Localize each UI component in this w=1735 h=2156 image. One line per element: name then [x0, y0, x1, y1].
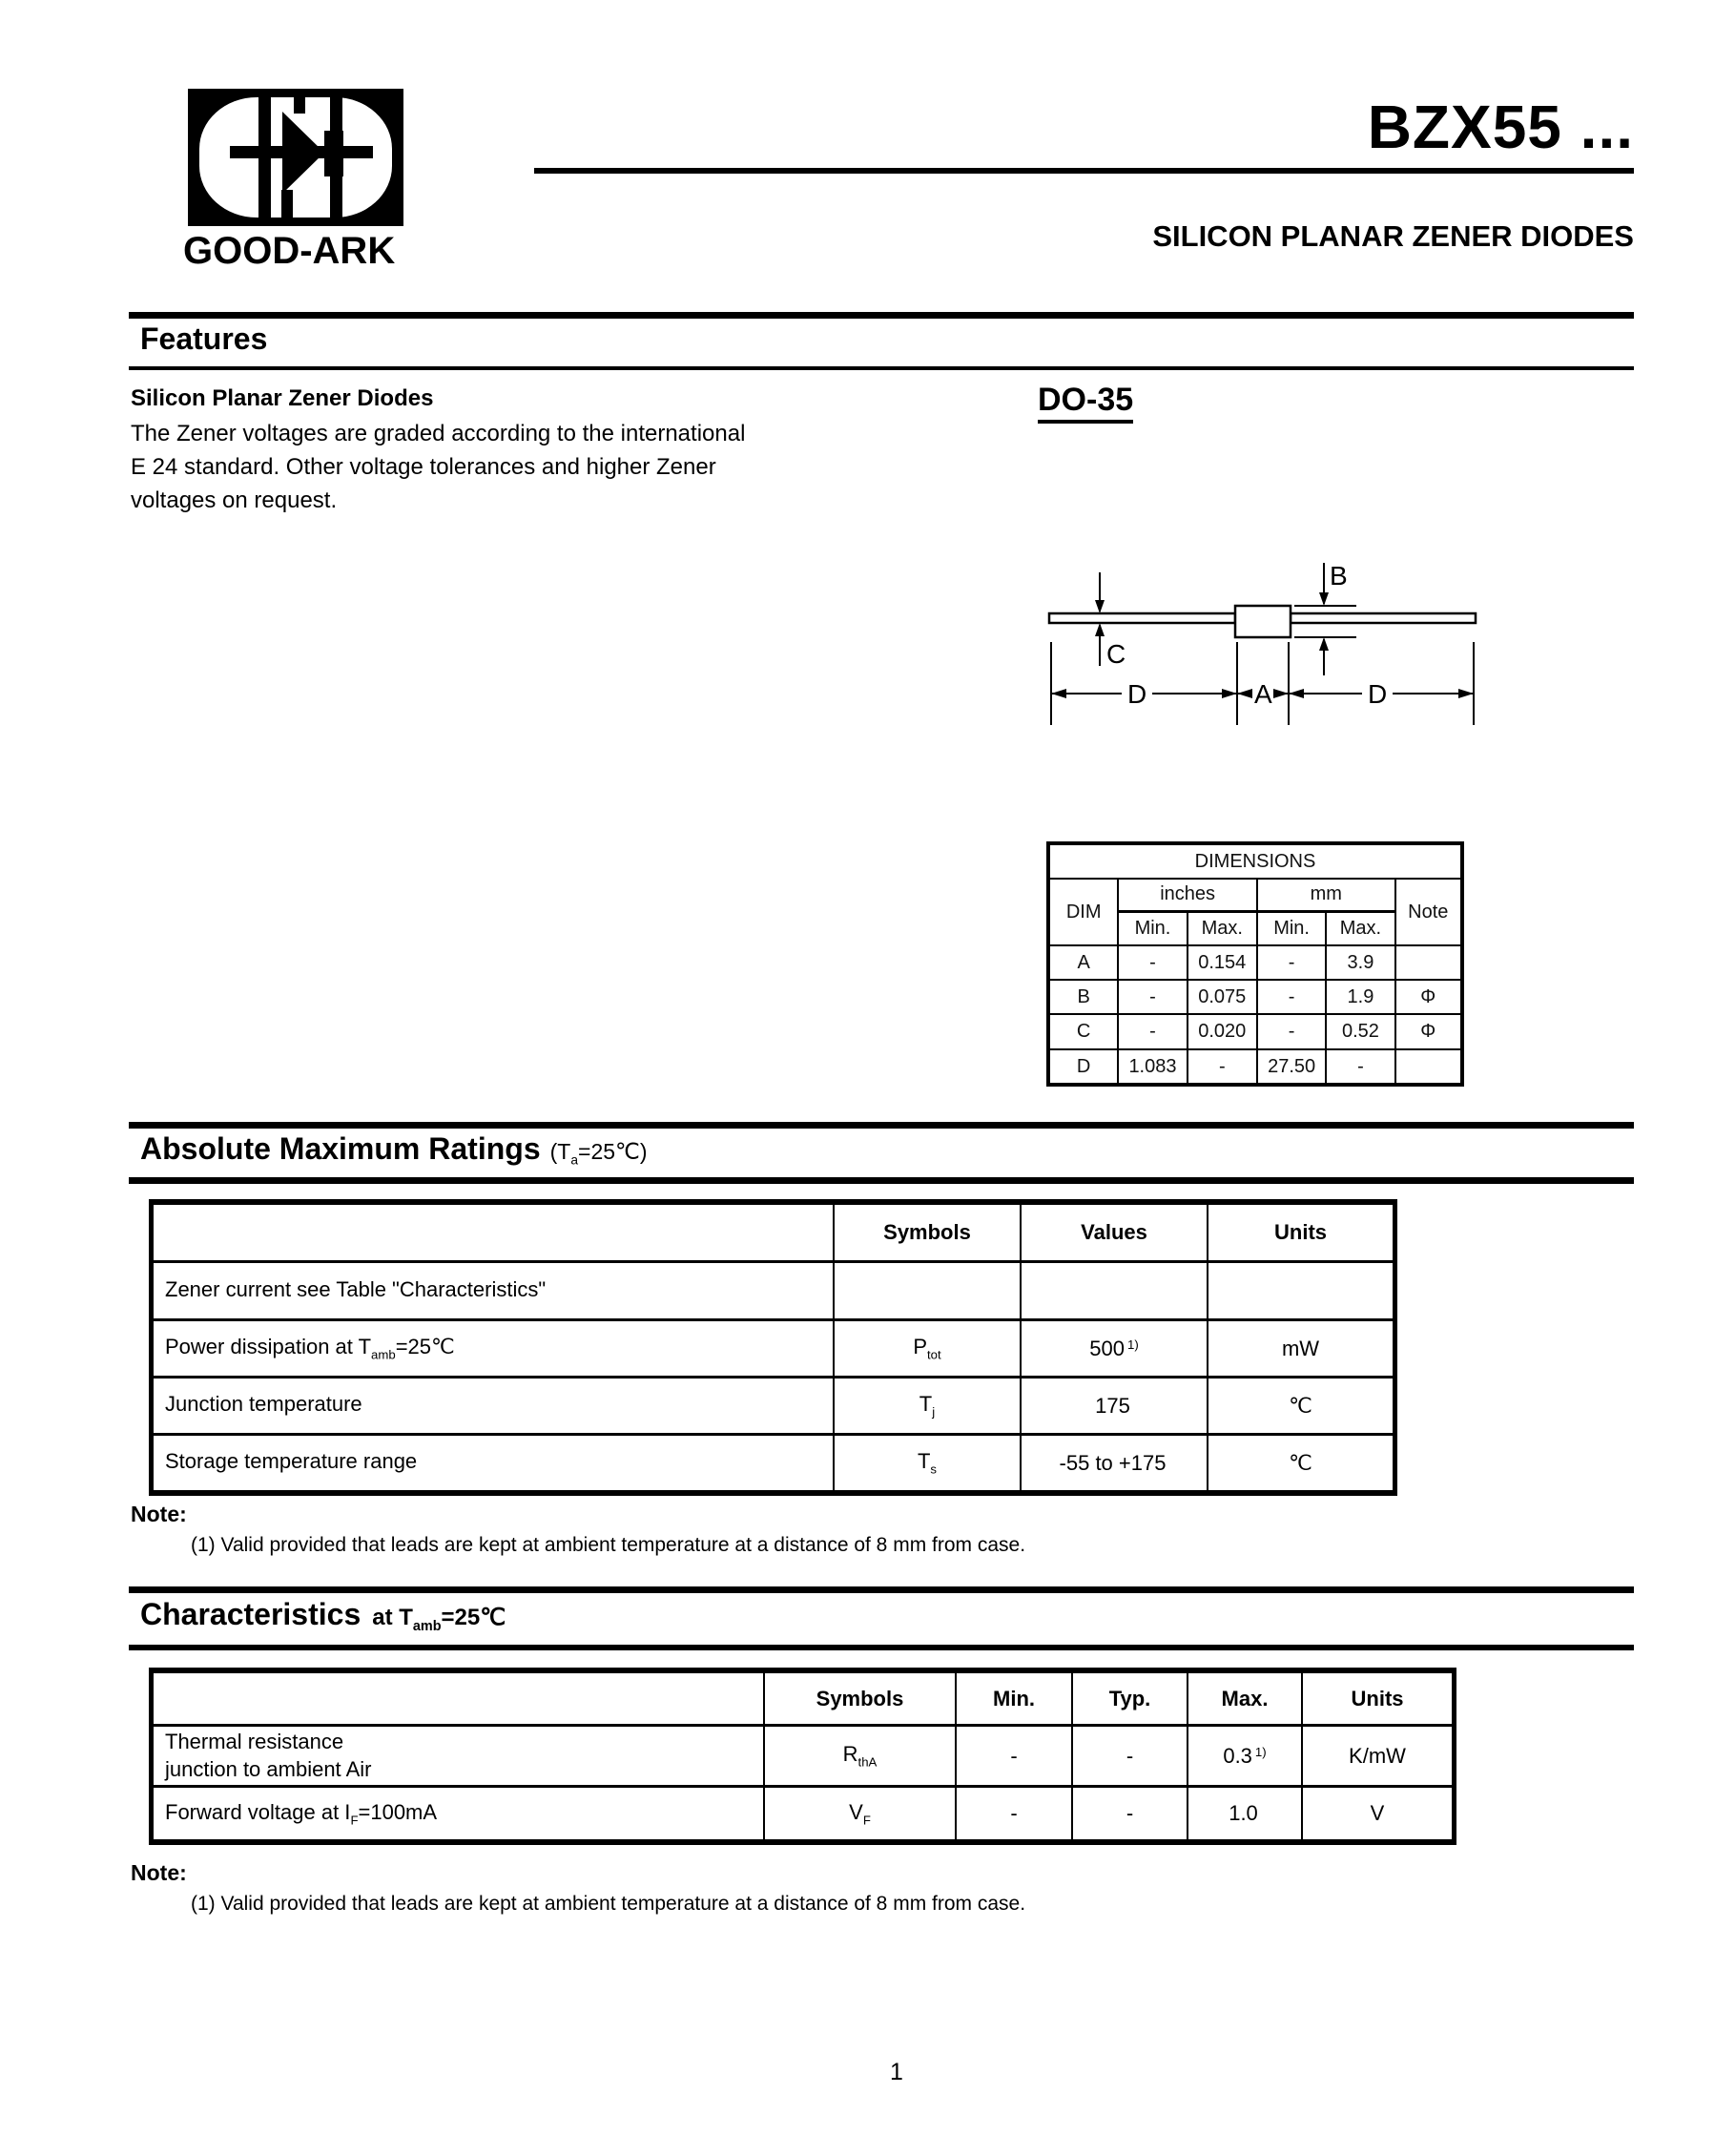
dimensions-table: DIMENSIONS DIM inches mm Note Min. Max. …	[1046, 841, 1464, 1087]
table-row: Storage temperature range Ts -55 to +175…	[152, 1433, 1394, 1493]
col-header-dim: DIM	[1047, 878, 1120, 946]
amr-note-label: Note:	[131, 1502, 187, 1526]
dim-label-d-left: D	[1127, 679, 1146, 709]
features-line: The Zener voltages are graded according …	[131, 421, 746, 446]
dim-label-a: A	[1254, 679, 1272, 709]
part-number-title: BZX55 ...	[1367, 93, 1634, 161]
col-header-mm: mm	[1255, 878, 1396, 913]
dimension-letters: B C D A D	[1106, 561, 1387, 709]
diode-outline	[1047, 604, 1477, 639]
char-condition: at Tamb=25℃	[372, 1605, 506, 1634]
table-header-row: Symbols Min. Typ. Max. Units	[152, 1670, 1454, 1727]
characteristics-table: Symbols Min. Typ. Max. Units Thermal res…	[149, 1668, 1456, 1845]
page-number: 1	[890, 2059, 903, 2085]
features-body: The Zener voltages are graded according …	[131, 417, 745, 517]
table-row: B- 0.075- 1.9 Φ	[1047, 979, 1463, 1015]
package-outline-drawing: B C D A D	[1047, 561, 1477, 725]
col-header-min: Min.	[1255, 910, 1328, 946]
table-row: Power dissipation at Tamb=25℃ Ptot 500 1)…	[152, 1318, 1394, 1379]
amr-rule-bottom	[129, 1177, 1634, 1184]
col-header-max: Max.	[1325, 910, 1396, 946]
col-header-inches: inches	[1117, 878, 1258, 913]
page-subtitle: SILICON PLANAR ZENER DIODES	[1152, 219, 1634, 253]
char-rule-top	[129, 1586, 1634, 1593]
features-line: E 24 standard. Other voltage tolerances …	[131, 454, 716, 480]
table-row: Forward voltage at IF=100mA VF - - 1.0 V	[152, 1785, 1454, 1842]
table-row: C- 0.020- 0.52 Φ	[1047, 1013, 1463, 1050]
package-name-label: DO-35	[1038, 382, 1134, 424]
dim-label-b: B	[1330, 561, 1348, 591]
table-row: D 1.083 -27.50 -	[1047, 1048, 1463, 1085]
left-lead	[1047, 612, 1237, 625]
char-note-text: (1) Valid provided that leads are kept a…	[191, 1893, 1026, 1915]
table-row: Junction temperature Tj 175 ℃	[152, 1376, 1394, 1436]
amr-section-title: Absolute Maximum Ratings (Ta=25℃)	[140, 1131, 648, 1168]
dim-label-c: C	[1106, 639, 1126, 669]
col-header-note: Note	[1394, 878, 1463, 946]
amr-note-text: (1) Valid provided that leads are kept a…	[191, 1534, 1026, 1556]
dim-label-d-right: D	[1368, 679, 1387, 709]
logo-top-stub	[294, 97, 305, 114]
abs-max-ratings-table: Symbols Values Units Zener current see T…	[149, 1199, 1397, 1496]
title-divider	[534, 168, 1634, 174]
features-rule-top	[129, 312, 1634, 319]
good-ark-logo	[188, 89, 403, 226]
table-row: A- 0.154- 3.9	[1047, 944, 1463, 981]
arrowheads	[1051, 592, 1474, 698]
diode-body	[1233, 604, 1292, 639]
brand-text: GOOD-ARK	[183, 230, 396, 272]
logo-diode-triangle	[282, 112, 324, 194]
amr-condition: (Ta=25℃)	[549, 1139, 648, 1168]
table-header-row: Symbols Values Units	[152, 1202, 1394, 1263]
features-section-title: Features	[140, 321, 268, 356]
features-rule-bottom	[129, 366, 1634, 370]
char-note-label: Note:	[131, 1860, 187, 1885]
col-header-min: Min.	[1117, 910, 1188, 946]
dimensions-title: DIMENSIONS	[1048, 843, 1462, 880]
char-rule-bottom	[129, 1645, 1634, 1650]
table-row: Thermal resistance junction to ambient A…	[152, 1724, 1454, 1788]
char-section-title: Characteristics at Tamb=25℃	[140, 1597, 506, 1634]
features-line: voltages on request.	[131, 487, 338, 513]
amr-rule-top	[129, 1122, 1634, 1129]
table-row: Zener current see Table "Characteristics…	[152, 1260, 1394, 1321]
right-lead	[1289, 612, 1477, 625]
logo-bottom-stub	[281, 190, 293, 218]
logo-cathode-plate	[324, 131, 343, 176]
features-subheading: Silicon Planar Zener Diodes	[131, 385, 434, 411]
col-header-max: Max.	[1186, 910, 1258, 946]
